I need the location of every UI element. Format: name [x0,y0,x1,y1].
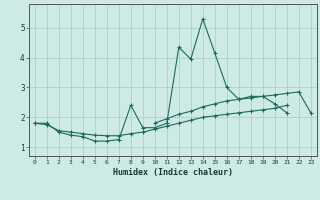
X-axis label: Humidex (Indice chaleur): Humidex (Indice chaleur) [113,168,233,177]
